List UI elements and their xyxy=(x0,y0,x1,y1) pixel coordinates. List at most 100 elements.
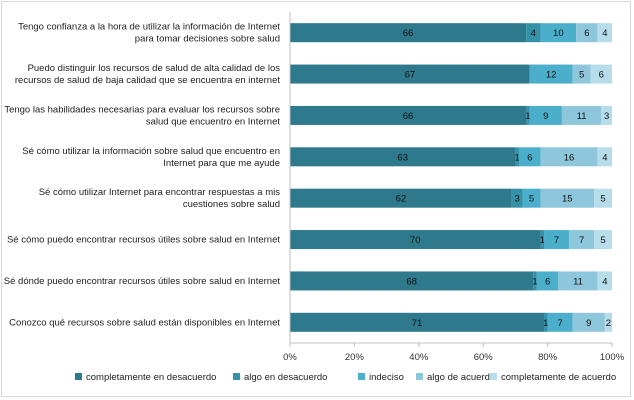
legend-swatch xyxy=(490,373,497,380)
category-label: Puedo distinguir los recursos de salud d… xyxy=(28,63,281,74)
x-tick-label: 80% xyxy=(538,352,558,363)
data-label: 11 xyxy=(577,111,587,122)
data-label: 6 xyxy=(527,152,532,163)
bar-segment xyxy=(572,312,605,332)
bar-segment xyxy=(529,105,562,125)
legend-swatch xyxy=(233,373,240,380)
data-label: 9 xyxy=(586,318,591,329)
data-label: 11 xyxy=(573,276,583,287)
bar-segment xyxy=(572,64,591,84)
bar-segment xyxy=(522,188,541,208)
category-label: recursos de salud de baja calidad que se… xyxy=(15,75,280,86)
bar-segment xyxy=(526,23,541,43)
bar-segment xyxy=(597,147,612,167)
bar-segment xyxy=(290,271,534,291)
data-label: 70 xyxy=(410,235,421,246)
data-label: 4 xyxy=(602,28,607,39)
data-label: 63 xyxy=(397,152,408,163)
data-label: 1 xyxy=(532,276,537,287)
x-axis: 0% 20% 40% 60% 80% 100% xyxy=(283,12,625,363)
data-label: 1 xyxy=(525,111,530,122)
x-tick-label: 60% xyxy=(474,352,494,363)
data-label: 2 xyxy=(606,318,611,329)
category-label: Tengo las habilidades necesarias para ev… xyxy=(4,104,280,115)
bar-segment xyxy=(290,188,512,208)
legend-swatch xyxy=(358,373,365,380)
bar-segment xyxy=(526,105,530,125)
bar-segment xyxy=(590,64,612,84)
bar-segment xyxy=(569,230,595,250)
category-label: Tengo confianza a la hora de utilizar la… xyxy=(18,22,280,33)
bar-segment xyxy=(597,23,612,43)
legend-swatch xyxy=(75,373,82,380)
data-label: 6 xyxy=(584,28,589,39)
bar-segment xyxy=(290,23,527,43)
data-label: 5 xyxy=(579,70,584,81)
data-label: 5 xyxy=(600,235,605,246)
data-label: 4 xyxy=(602,152,607,163)
category-label: cuestiones sobre salud xyxy=(183,199,280,210)
data-label: 3 xyxy=(515,194,520,205)
bar-segment xyxy=(601,105,612,125)
data-label: 4 xyxy=(602,276,607,287)
bar-segment xyxy=(540,188,595,208)
data-label: 7 xyxy=(557,318,562,329)
bar-segment xyxy=(290,64,530,84)
data-label: 66 xyxy=(403,28,414,39)
category-label: Sé cómo utilizar Internet para encontrar… xyxy=(39,187,281,198)
data-label: 6 xyxy=(599,70,604,81)
bar-segment xyxy=(290,312,545,332)
bar-segment xyxy=(597,271,612,291)
x-tick-label: 20% xyxy=(345,352,365,363)
bar-segment xyxy=(594,188,612,208)
bar-segment xyxy=(576,23,598,43)
bar-segment xyxy=(540,23,577,43)
data-label: 12 xyxy=(546,70,557,81)
legend-label: algo en desacuerdo xyxy=(244,372,327,383)
data-label: 5 xyxy=(600,194,605,205)
data-label: 4 xyxy=(531,28,536,39)
data-label: 16 xyxy=(564,152,575,163)
bar-segment xyxy=(594,230,612,250)
bar-segment xyxy=(533,271,537,291)
category-label: Internet para que me ayude xyxy=(163,158,280,169)
category-label: Sé cómo utilizar la información sobre sa… xyxy=(22,146,280,157)
category-label: Sé cómo puedo encontrar recursos útiles … xyxy=(7,235,280,246)
bar-segment xyxy=(529,64,573,84)
x-tick-label: 0% xyxy=(283,352,297,363)
data-label: 1 xyxy=(543,318,548,329)
legend-swatch xyxy=(416,373,423,380)
x-tick-label: 40% xyxy=(409,352,429,363)
data-label: 62 xyxy=(396,194,407,205)
category-label: Sé dónde puedo encontrar recursos útiles… xyxy=(4,276,281,287)
data-label: 5 xyxy=(529,194,534,205)
category-label: salud que encuentro en Internet xyxy=(146,116,281,127)
data-label: 7 xyxy=(554,235,559,246)
data-label: 10 xyxy=(553,28,564,39)
data-label: 7 xyxy=(579,235,584,246)
bar-segment xyxy=(511,188,523,208)
bar-segment xyxy=(536,271,559,291)
legend-label: indeciso xyxy=(369,372,404,383)
legend-label: completamente en desacuerdo xyxy=(86,372,216,383)
legend-label: algo de acuerdo xyxy=(427,372,495,383)
bar-segment xyxy=(518,147,541,167)
bars: 66 4 10 6 467 12 5 666 1 9 11 363 1 6 16 462 3 5 15 570 1 7 7 5… xyxy=(290,23,612,332)
bar-segment xyxy=(290,147,516,167)
x-tick-label: 100% xyxy=(600,352,625,363)
data-label: 15 xyxy=(562,194,573,205)
bar-segment xyxy=(544,230,570,250)
category-labels: Tengo confianza a la hora de utilizar la… xyxy=(4,22,281,329)
data-label: 67 xyxy=(405,70,416,81)
data-label: 68 xyxy=(406,276,417,287)
legend-label: completamente de acuerdo xyxy=(501,372,616,383)
bar-segment xyxy=(290,230,541,250)
bar-segment xyxy=(515,147,519,167)
bar-segment xyxy=(547,312,573,332)
data-label: 3 xyxy=(604,111,609,122)
bar-segment xyxy=(604,312,612,332)
data-label: 66 xyxy=(403,111,414,122)
data-label: 9 xyxy=(543,111,548,122)
